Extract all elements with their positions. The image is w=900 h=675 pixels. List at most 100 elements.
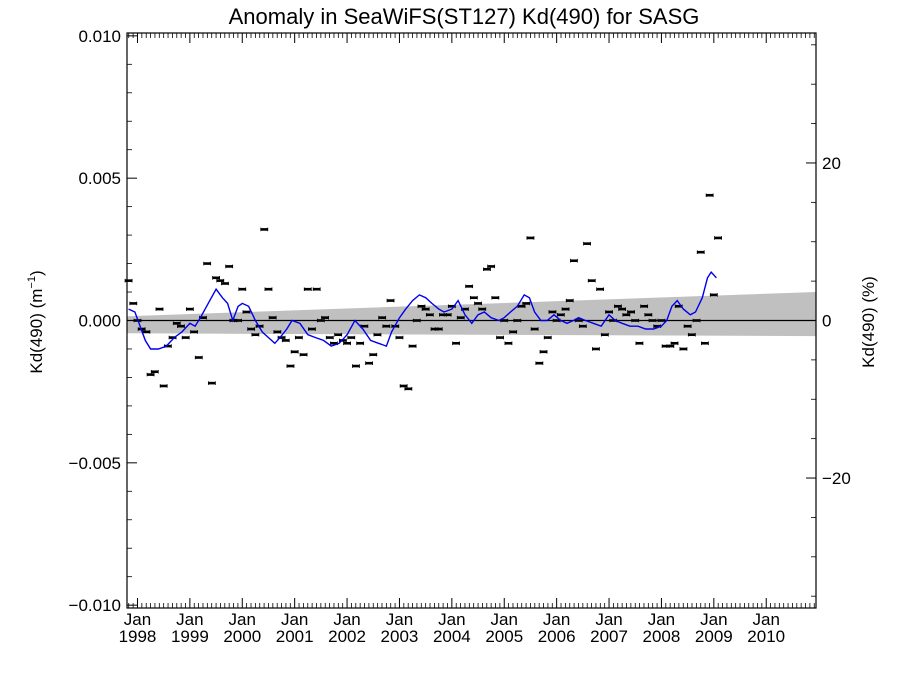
data-point	[556, 313, 565, 317]
data-point	[142, 330, 151, 334]
data-point	[347, 335, 356, 340]
x-tick-year: 2000	[223, 627, 261, 646]
data-point	[487, 264, 496, 269]
x-tick-month: Jan	[124, 610, 151, 629]
data-point	[294, 335, 303, 340]
data-point	[535, 361, 544, 365]
data-point	[150, 369, 159, 374]
y-axis-label-right: Kd(490) (%)	[859, 276, 878, 368]
x-tick-year: 2008	[643, 627, 681, 646]
y-axis-label-left: Kd(490) (m−1)	[26, 270, 46, 373]
data-point	[631, 318, 640, 323]
data-point	[701, 341, 709, 346]
data-point	[622, 313, 631, 317]
data-point	[273, 330, 282, 334]
data-point	[365, 361, 373, 365]
data-point	[338, 338, 347, 343]
data-point	[281, 338, 290, 343]
data-point	[185, 307, 194, 311]
data-point	[434, 327, 443, 331]
x-tick-year: 2007	[590, 627, 628, 646]
data-point	[404, 387, 413, 391]
data-point	[216, 278, 225, 283]
data-point	[343, 341, 351, 346]
data-point	[452, 341, 460, 346]
data-point	[238, 287, 247, 291]
data-point	[474, 301, 482, 306]
data-point	[369, 352, 378, 357]
data-point	[583, 241, 591, 246]
data-point	[578, 324, 587, 328]
data-point	[146, 372, 155, 377]
data-point	[194, 355, 203, 360]
data-point	[522, 301, 531, 306]
data-point	[627, 310, 635, 314]
right-axis: 20 0 −20	[806, 44, 851, 597]
data-point	[399, 384, 408, 388]
x-tick-year: 2005	[485, 627, 523, 646]
data-point	[513, 318, 522, 323]
data-point	[705, 193, 714, 198]
data-point	[181, 335, 190, 340]
data-point	[290, 350, 299, 354]
smoothed-line	[128, 270, 717, 350]
y2-tick-label: 0	[822, 312, 831, 331]
x-tick-year: 2010	[747, 627, 785, 646]
data-point	[443, 313, 452, 317]
y2-tick-label: −20	[822, 469, 851, 488]
x-tick-month: Jan	[700, 610, 727, 629]
data-point	[352, 364, 360, 368]
data-point	[373, 332, 382, 337]
data-point	[421, 307, 430, 311]
y2-tick-label: 20	[822, 154, 841, 173]
x-tick-year: 2006	[538, 627, 576, 646]
x-tick-month: Jan	[229, 610, 256, 629]
data-point	[539, 350, 548, 354]
data-point	[709, 293, 718, 297]
data-point	[286, 364, 295, 368]
data-point	[670, 341, 679, 346]
uncertainty-band-area	[127, 292, 816, 337]
data-point	[504, 341, 513, 346]
data-point	[679, 347, 688, 351]
data-point	[203, 261, 212, 266]
data-point	[124, 278, 133, 283]
chart-title: Anomaly in SeaWiFS(ST127) Kd(490) for SA…	[229, 4, 700, 29]
data-point	[465, 284, 474, 289]
data-point	[242, 310, 251, 314]
data-point	[378, 315, 387, 320]
data-point	[648, 318, 657, 323]
x-tick-year: 2001	[276, 627, 314, 646]
data-point	[714, 236, 722, 240]
data-point	[268, 315, 277, 320]
data-point	[483, 267, 491, 272]
data-point	[600, 332, 609, 337]
x-tick-month: Jan	[491, 610, 518, 629]
x-tick-year: 1998	[119, 627, 157, 646]
left-axis: 0.010 0.005 0.000 −0.005 −0.010	[69, 27, 137, 615]
data-point	[382, 324, 391, 328]
data-point	[264, 287, 273, 291]
data-point	[316, 318, 325, 323]
data-point	[190, 330, 198, 334]
x-tick-year: 2002	[328, 627, 366, 646]
data-point	[478, 307, 487, 311]
y-tick-label: 0.000	[78, 312, 121, 331]
data-point	[496, 335, 504, 340]
data-point	[657, 318, 666, 323]
data-point	[605, 310, 613, 314]
data-point	[225, 264, 234, 269]
data-point	[129, 301, 138, 306]
x-tick-year: 2009	[695, 627, 733, 646]
data-point	[530, 327, 539, 331]
data-point	[517, 304, 526, 309]
data-point	[356, 341, 365, 346]
data-point	[221, 281, 229, 286]
data-point	[395, 335, 404, 340]
data-point	[526, 236, 535, 240]
x-tick-year: 2004	[433, 627, 471, 646]
x-tick-month: Jan	[753, 610, 780, 629]
data-point	[666, 344, 675, 348]
data-point	[635, 341, 644, 346]
